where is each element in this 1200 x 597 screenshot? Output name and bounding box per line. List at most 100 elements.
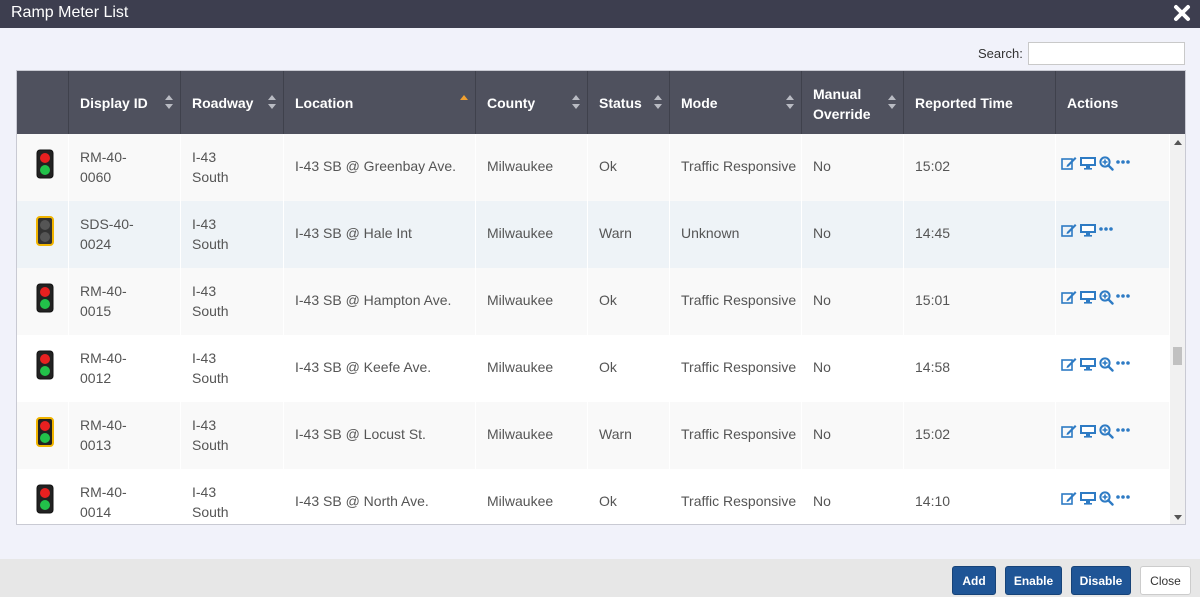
table-row[interactable]: SDS-40- 0024 I-43 South I-43 SB @ Hale Int Mi… [17, 201, 1170, 268]
table-row[interactable]: RM-40- 0014 I-43 South I-43 SB @ North Ave. M… [17, 469, 1170, 524]
cell-time: 15:01 [904, 268, 1056, 335]
cell-override: No [802, 469, 904, 524]
monitor-icon[interactable] [1079, 223, 1097, 240]
cell-roadway: I-43 South [181, 469, 284, 524]
column-header-reported-time[interactable]: Reported Time [904, 71, 1056, 134]
cell-time: 15:02 [904, 134, 1056, 201]
column-header-actions: Actions [1056, 71, 1185, 134]
cell-override: No [802, 335, 904, 402]
cell-actions [1056, 268, 1170, 335]
monitor-icon[interactable] [1079, 424, 1097, 441]
table-body: RM-40- 0060 I-43 South I-43 SB @ Greenbay Av… [17, 134, 1170, 524]
edit-icon[interactable] [1061, 290, 1077, 307]
column-header-county[interactable]: County [476, 71, 588, 134]
table-row[interactable]: RM-40- 0015 I-43 South I-43 SB @ Hampton Ave… [17, 268, 1170, 335]
cell-display-id: RM-40- 0014 [69, 469, 181, 524]
cell-actions [1056, 469, 1170, 524]
disable-button[interactable]: Disable [1071, 566, 1131, 595]
cell-roadway: I-43 South [181, 402, 284, 469]
sort-icon [572, 95, 580, 109]
cell-county: Milwaukee [476, 335, 588, 402]
scroll-down-icon[interactable] [1174, 515, 1182, 520]
table-row[interactable]: RM-40- 0013 I-43 South I-43 SB @ Locust St. M… [17, 402, 1170, 469]
more-icon[interactable] [1116, 491, 1130, 508]
column-header-manual-override[interactable]: Manual Override [802, 71, 904, 134]
table-row[interactable]: RM-40- 0060 I-43 South I-43 SB @ Greenbay Av… [17, 134, 1170, 201]
column-header-light [17, 71, 69, 134]
close-icon[interactable] [1172, 2, 1192, 24]
cell-roadway: I-43 South [181, 134, 284, 201]
cell-county: Milwaukee [476, 268, 588, 335]
cell-location: I-43 SB @ Locust St. [284, 402, 476, 469]
traffic-light-icon [36, 149, 54, 179]
cell-location: I-43 SB @ North Ave. [284, 469, 476, 524]
zoom-in-icon[interactable] [1099, 491, 1114, 509]
cell-roadway: I-43 South [181, 335, 284, 402]
more-icon[interactable] [1099, 223, 1113, 240]
table-row[interactable]: RM-40- 0012 I-43 South I-43 SB @ Keefe Ave. M… [17, 335, 1170, 402]
cell-display-id: RM-40- 0060 [69, 134, 181, 201]
edit-icon[interactable] [1061, 156, 1077, 173]
cell-location: I-43 SB @ Keefe Ave. [284, 335, 476, 402]
cell-mode: Traffic Responsive [670, 134, 802, 201]
enable-button[interactable]: Enable [1005, 566, 1062, 595]
cell-status-light [17, 335, 69, 402]
cell-time: 14:10 [904, 469, 1056, 524]
scroll-up-icon[interactable] [1174, 140, 1182, 145]
cell-override: No [802, 402, 904, 469]
column-header-mode[interactable]: Mode [670, 71, 802, 134]
cell-status: Ok [588, 268, 670, 335]
column-header-display-id[interactable]: Display ID [69, 71, 181, 134]
dialog-titlebar: Ramp Meter List [0, 0, 1200, 28]
ramp-meter-table: Display ID Roadway Location County Statu… [16, 70, 1186, 525]
edit-icon[interactable] [1061, 424, 1077, 441]
dialog-footer [0, 559, 1200, 597]
cell-status-light [17, 201, 69, 268]
monitor-icon[interactable] [1079, 156, 1097, 173]
more-icon[interactable] [1116, 424, 1130, 441]
cell-status-light [17, 469, 69, 524]
edit-icon[interactable] [1061, 357, 1077, 374]
column-header-label: Roadway [192, 95, 254, 111]
sort-icon [888, 95, 896, 109]
cell-override: No [802, 201, 904, 268]
zoom-in-icon[interactable] [1099, 156, 1114, 174]
zoom-in-icon[interactable] [1099, 424, 1114, 442]
cell-display-id: RM-40- 0013 [69, 402, 181, 469]
column-header-roadway[interactable]: Roadway [181, 71, 284, 134]
cell-status-light [17, 402, 69, 469]
column-header-status[interactable]: Status [588, 71, 670, 134]
close-button[interactable]: Close [1140, 566, 1191, 595]
column-header-location[interactable]: Location [284, 71, 476, 134]
cell-time: 14:58 [904, 335, 1056, 402]
more-icon[interactable] [1116, 357, 1130, 374]
cell-roadway: I-43 South [181, 201, 284, 268]
cell-display-id: RM-40- 0015 [69, 268, 181, 335]
sort-icon [268, 95, 276, 109]
monitor-icon[interactable] [1079, 357, 1097, 374]
more-icon[interactable] [1116, 156, 1130, 173]
table-scrollbar[interactable] [1170, 134, 1185, 524]
monitor-icon[interactable] [1079, 290, 1097, 307]
sort-icon [654, 95, 662, 109]
table-header: Display ID Roadway Location County Statu… [17, 71, 1185, 134]
column-header-label: Reported Time [915, 95, 1013, 111]
sort-icon [165, 95, 173, 109]
cell-status: Ok [588, 469, 670, 524]
zoom-in-icon[interactable] [1099, 357, 1114, 375]
cell-mode: Traffic Responsive [670, 402, 802, 469]
more-icon[interactable] [1116, 290, 1130, 307]
search-input[interactable] [1028, 42, 1185, 65]
zoom-in-icon[interactable] [1099, 290, 1114, 308]
edit-icon[interactable] [1061, 223, 1077, 240]
add-button[interactable]: Add [952, 566, 996, 595]
cell-actions [1056, 201, 1170, 268]
cell-mode: Traffic Responsive [670, 469, 802, 524]
scrollbar-thumb[interactable] [1173, 347, 1182, 365]
cell-mode: Traffic Responsive [670, 335, 802, 402]
cell-override: No [802, 268, 904, 335]
sort-icon [786, 95, 794, 109]
monitor-icon[interactable] [1079, 491, 1097, 508]
edit-icon[interactable] [1061, 491, 1077, 508]
cell-location: I-43 SB @ Hampton Ave. [284, 268, 476, 335]
